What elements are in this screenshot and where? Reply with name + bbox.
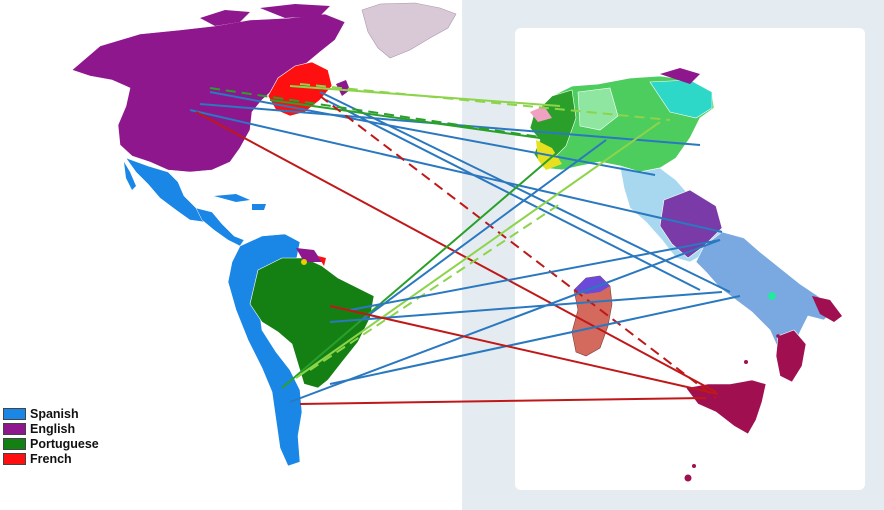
island-dot (684, 474, 692, 482)
baja-california (124, 162, 136, 190)
canada-usa (71, 13, 346, 173)
guianas (296, 248, 322, 262)
south-america (227, 233, 375, 467)
route-line (295, 121, 661, 379)
route-line (329, 295, 741, 385)
route-line (289, 85, 561, 107)
legend-swatch-spanish (3, 407, 26, 420)
legend-item-english: English (3, 421, 99, 436)
route-line-dashed (209, 87, 561, 141)
route-line-dashed (319, 95, 717, 399)
sicily (685, 379, 767, 435)
italy-south (695, 231, 835, 353)
region-markers (301, 259, 776, 300)
legend-item-french: French (3, 451, 99, 466)
hispaniola (252, 204, 266, 210)
arctic-islands (200, 10, 250, 26)
route-line (281, 149, 561, 389)
legend-label: French (30, 451, 72, 466)
italy-liguria-pink (530, 106, 552, 122)
newfoundland (336, 80, 350, 96)
legend-swatch-english (3, 422, 26, 435)
legend-swatch-portuguese (3, 437, 26, 450)
route-line (319, 91, 731, 293)
arctic-islands-3 (295, 22, 335, 40)
island-dot (776, 334, 780, 338)
italy-northeast-top (660, 68, 700, 84)
greenland (361, 2, 457, 59)
cuba (214, 194, 250, 202)
route-line (189, 109, 723, 233)
legend-item-spanish: Spanish (3, 406, 99, 421)
island-dot (744, 360, 748, 364)
routes (189, 83, 741, 405)
route-line (349, 239, 721, 311)
sardinia-north (574, 276, 610, 294)
central-america (195, 207, 245, 247)
arctic-islands-2 (260, 4, 330, 18)
route-line (329, 291, 723, 323)
island-dot (692, 464, 696, 468)
route-line (195, 111, 717, 393)
french-guiana (318, 256, 326, 266)
north-america (71, 2, 457, 247)
legend-label: Portuguese (30, 436, 99, 451)
route-line (329, 305, 719, 395)
italy-calabria (775, 329, 807, 383)
route-line (269, 99, 541, 139)
route-line (325, 99, 701, 291)
legend-label: English (30, 421, 76, 436)
route-line (289, 239, 721, 403)
route-line-dashed (299, 83, 671, 121)
route-line-dashed (309, 203, 561, 371)
italy-lombardy (577, 87, 619, 131)
route-line (361, 139, 607, 321)
route-line (209, 91, 656, 176)
legend-item-portuguese: Portuguese (3, 436, 99, 451)
italy-puglia-heel (812, 296, 842, 322)
brazil (249, 257, 375, 389)
legend-swatch-french (3, 452, 26, 465)
map-legend: Spanish English Portuguese French (3, 406, 99, 466)
legend-label: Spanish (30, 406, 79, 421)
route-line (299, 397, 707, 405)
